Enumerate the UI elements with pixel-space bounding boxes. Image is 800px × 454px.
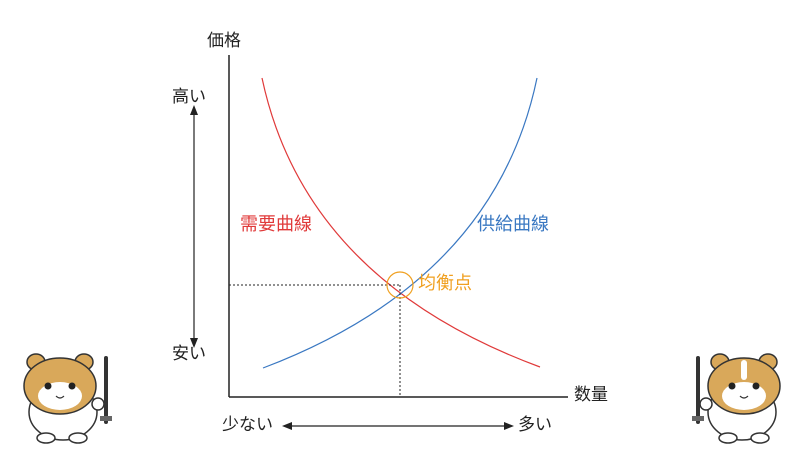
price-arrow-head-up <box>190 105 198 115</box>
demand-curve <box>261 77 541 368</box>
demand-curve-label: 需要曲線 <box>240 214 312 235</box>
quantity-arrow-head-right <box>504 422 514 430</box>
price-arrow-head-down <box>190 338 198 348</box>
y-axis-label: 価格 <box>207 31 241 51</box>
quantity-arrow-head-left <box>282 422 292 430</box>
quantity-many-label: 多い <box>518 415 552 435</box>
supply-curve-label: 供給曲線 <box>477 214 549 235</box>
quantity-few-label: 少ない <box>222 415 273 435</box>
supply-curve <box>262 77 538 369</box>
equilibrium-label: 均衡点 <box>418 273 472 294</box>
price-low-label: 安い <box>172 344 206 364</box>
equilibrium-marker <box>386 271 414 299</box>
hamster-left-illustration <box>23 353 112 444</box>
price-high-label: 高い <box>172 87 206 107</box>
hamster-right-illustration <box>692 353 781 444</box>
x-axis-label: 数量 <box>574 385 608 405</box>
